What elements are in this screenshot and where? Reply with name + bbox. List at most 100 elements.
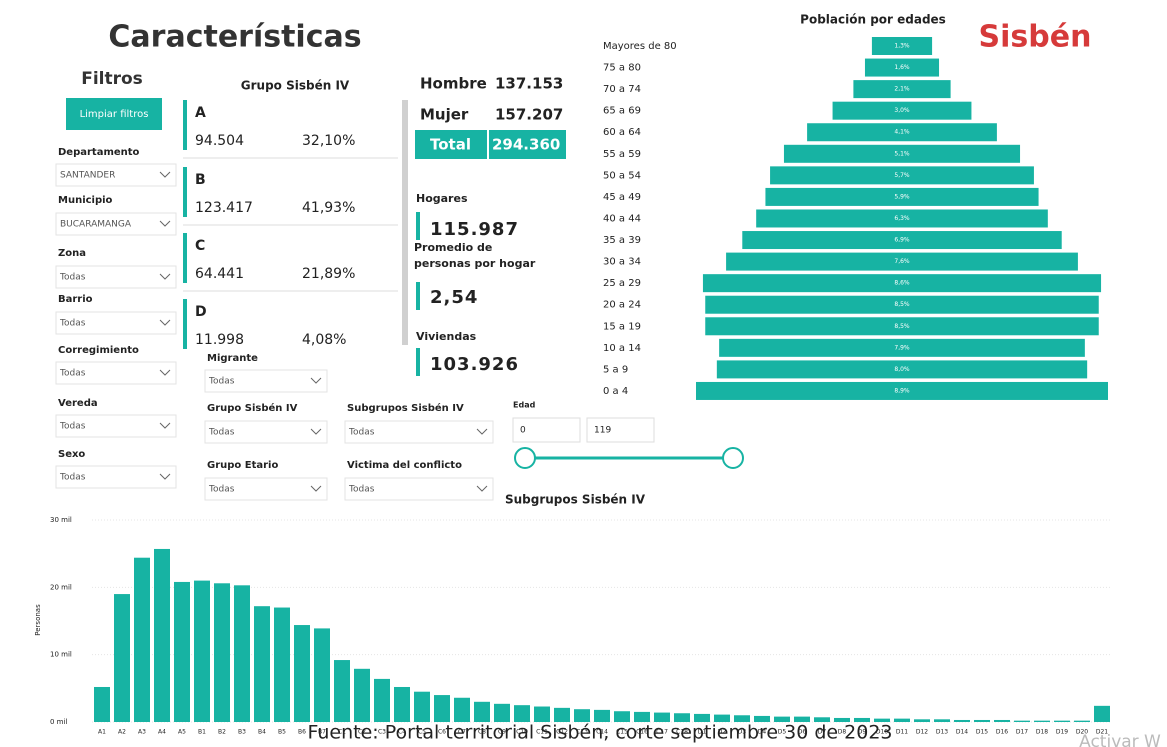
dropdown[interactable] <box>204 477 328 501</box>
dropdown-value[interactable]: Todas <box>208 428 235 438</box>
dropdown-value[interactable]: Todas <box>59 369 86 379</box>
chevron[interactable] <box>159 422 171 429</box>
dropdown[interactable] <box>344 477 494 501</box>
value-label: 6,3% <box>894 215 910 222</box>
sex-label: Hombre <box>420 75 487 93</box>
dropdown[interactable] <box>55 465 177 489</box>
dropdown[interactable] <box>204 420 328 444</box>
chevron[interactable] <box>159 369 171 376</box>
chevron[interactable] <box>310 428 322 435</box>
stat-accent <box>416 212 420 240</box>
bar <box>374 678 390 722</box>
bar <box>114 594 130 722</box>
scrollbar[interactable] <box>402 100 408 345</box>
x-tick-label: D1 <box>698 729 707 736</box>
age-label: 40 a 44 <box>603 213 641 224</box>
x-tick-label: D14 <box>956 729 968 736</box>
y-axis-label: Personas <box>34 604 42 636</box>
x-tick-label: D4 <box>758 729 767 736</box>
dropdown-value[interactable]: Todas <box>59 473 86 483</box>
bar <box>714 714 730 722</box>
dropdown-value[interactable]: Todas <box>348 485 375 495</box>
filter-label: Grupo Etario <box>207 460 278 471</box>
y-tick-label: 30 mil <box>50 516 72 524</box>
dropdown[interactable] <box>55 311 177 335</box>
value-label: 8,9% <box>894 387 910 394</box>
x-tick-label: D15 <box>976 729 988 736</box>
sex-value: 137.153 <box>495 75 563 93</box>
age-min[interactable]: 0 <box>520 426 526 436</box>
dropdown-value[interactable]: BUCARAMANGA <box>60 220 132 230</box>
age-handle[interactable] <box>722 447 744 469</box>
clear-button[interactable] <box>66 98 162 130</box>
age-max[interactable]: 119 <box>594 426 611 436</box>
dropdown-value[interactable]: Todas <box>208 485 235 495</box>
x-tick-label: D5 <box>778 729 787 736</box>
dropdown[interactable] <box>55 212 177 236</box>
age-label: 15 a 19 <box>603 321 641 332</box>
chevron[interactable] <box>159 220 171 227</box>
bar <box>154 548 170 722</box>
x-tick-label: C13 <box>576 729 588 736</box>
chevron[interactable] <box>159 273 171 280</box>
chevron[interactable] <box>159 473 171 480</box>
chevron[interactable] <box>159 171 171 178</box>
y-tick-label: 0 mil <box>50 718 67 726</box>
value-label: 8,0% <box>894 366 910 373</box>
x-tick-label: B3 <box>238 729 246 736</box>
bar <box>994 719 1010 722</box>
dropdown-value[interactable]: Todas <box>59 422 86 432</box>
bar <box>294 625 310 722</box>
dropdown-value[interactable]: Todas <box>348 428 375 438</box>
x-tick-label: D16 <box>996 729 1008 736</box>
age-handle[interactable] <box>514 447 536 469</box>
x-tick-label: B4 <box>258 729 266 736</box>
watermark: Activar W <box>1079 732 1161 747</box>
value-label: 7,6% <box>894 258 910 265</box>
x-tick-label: D13 <box>936 729 948 736</box>
dropdown[interactable] <box>55 265 177 289</box>
age-min-box[interactable] <box>512 417 581 443</box>
x-tick-label: C2 <box>358 729 366 736</box>
value-label: 2,1% <box>894 86 910 93</box>
total-value: 294.360 <box>492 136 560 154</box>
filter-label: Grupo Sisbén IV <box>207 402 298 414</box>
x-tick-label: D20 <box>1076 729 1088 736</box>
chevron[interactable] <box>310 485 322 492</box>
bar <box>705 295 1099 314</box>
dropdown-value[interactable]: Todas <box>59 273 86 283</box>
dropdown-value[interactable]: Todas <box>59 319 86 329</box>
chart-title: Población por edades <box>800 13 946 27</box>
value-label: 5,9% <box>894 193 910 200</box>
chevron[interactable] <box>476 428 488 435</box>
dropdown[interactable] <box>55 361 177 385</box>
x-tick-label: C9 <box>498 729 506 736</box>
card-accent <box>183 100 187 150</box>
dropdown-value[interactable]: SANTANDER <box>60 171 115 181</box>
filter-label: Victima del conflicto <box>347 460 462 471</box>
bar <box>756 209 1048 228</box>
bar <box>854 717 870 722</box>
dropdown[interactable] <box>55 414 177 438</box>
filter-label: Vereda <box>58 398 98 409</box>
bar <box>864 58 940 77</box>
x-tick-label: D9 <box>858 729 867 736</box>
x-tick-label: D12 <box>916 729 928 736</box>
bar <box>614 711 630 722</box>
dropdown[interactable] <box>55 163 177 187</box>
dropdown[interactable] <box>344 420 494 444</box>
chevron[interactable] <box>159 319 171 326</box>
clear-button-label[interactable]: Limpiar filtros <box>80 109 149 120</box>
chevron[interactable] <box>310 377 322 384</box>
x-tick-label: A3 <box>138 729 146 736</box>
dropdown-value[interactable]: Todas <box>208 377 235 387</box>
age-max-box[interactable] <box>586 417 655 443</box>
source-note: Fuente: Portal territorial Sisbén, corte… <box>308 722 893 744</box>
chevron[interactable] <box>476 485 488 492</box>
age-label: 20 a 24 <box>603 300 641 311</box>
x-tick-label: C16 <box>636 729 648 736</box>
filter-label: Zona <box>58 248 86 259</box>
group-count: 123.417 <box>195 200 253 216</box>
dropdown[interactable] <box>204 369 328 393</box>
group-share: 32,10% <box>302 133 355 149</box>
